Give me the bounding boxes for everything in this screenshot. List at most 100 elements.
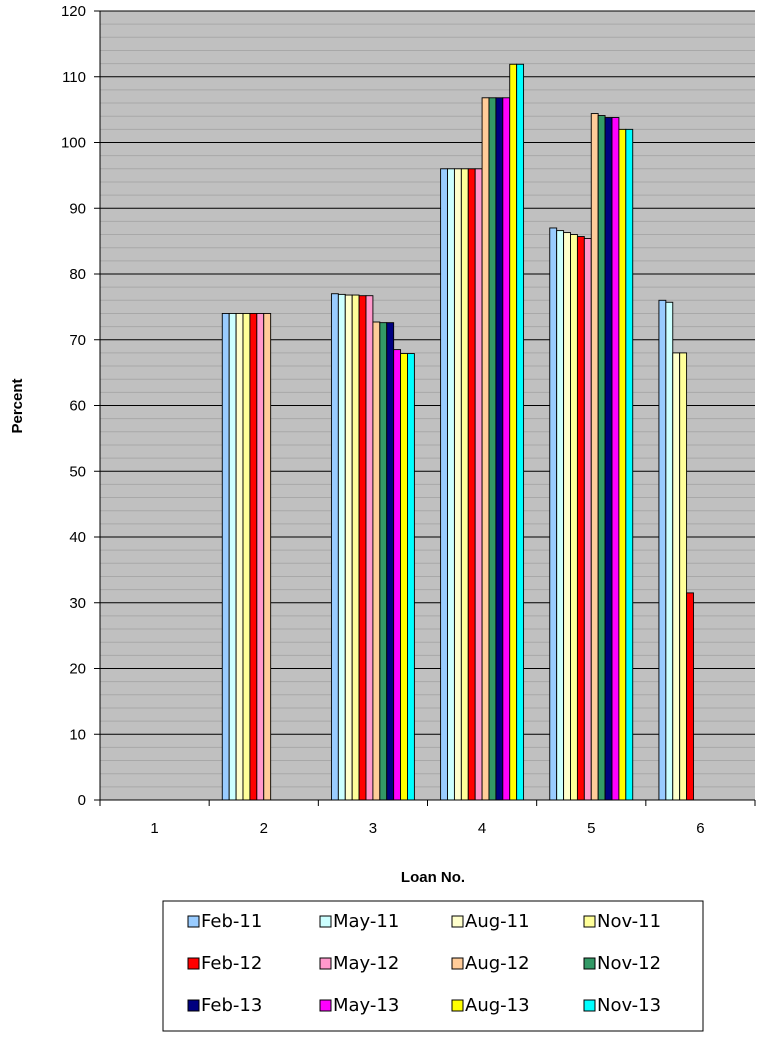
legend-swatch	[583, 957, 596, 970]
bar-feb-12-loan-5	[576, 236, 585, 801]
legend-swatch	[451, 915, 464, 928]
bar-may-13-loan-5	[611, 117, 620, 801]
legend-label: Feb-11	[201, 911, 262, 932]
bar-may-11-loan-6	[665, 301, 674, 801]
bar-nov-11-loan-6	[679, 352, 688, 801]
y-tick-label: 90	[69, 200, 86, 217]
bar-nov-11-loan-4	[460, 168, 469, 801]
legend: Feb-11 May-11 Aug-11 Nov-11 Feb-12 May-12 Aug-…	[162, 900, 704, 1032]
bar-feb-12-loan-2	[249, 313, 258, 801]
y-tick-label: 110	[62, 69, 86, 86]
y-axis: 0 10 20 30 40 50 60 70 80 90 100 110 120	[61, 3, 101, 809]
y-tick-label: 70	[69, 332, 86, 349]
bar-aug-13-loan-4	[509, 63, 518, 801]
legend-label: May-12	[333, 953, 399, 974]
legend-label: Feb-13	[201, 995, 262, 1016]
y-tick-label: 0	[78, 792, 86, 809]
y-tick-label: 10	[69, 726, 86, 743]
legend-label: Nov-11	[597, 911, 661, 932]
bar-nov-13-loan-5	[625, 128, 634, 801]
x-tick-label: 1	[150, 820, 158, 837]
bar-feb-11-loan-2	[221, 313, 230, 801]
bar-nov-12-loan-3	[379, 322, 388, 801]
bar-nov-11-loan-2	[242, 313, 251, 801]
legend-swatch	[583, 999, 596, 1012]
bar-aug-12-loan-2	[263, 313, 272, 801]
legend-swatch	[319, 957, 332, 970]
y-axis-title: Percent	[9, 378, 26, 433]
bar-nov-12-loan-4	[488, 97, 497, 801]
bar-aug-11-loan-5	[563, 232, 571, 801]
bar-may-12-loan-4	[474, 168, 483, 801]
legend-swatch	[187, 915, 200, 928]
bar-aug-11-loan-4	[453, 168, 462, 801]
bar-aug-11-loan-3	[344, 294, 353, 801]
x-tick-label: 4	[478, 820, 486, 837]
legend-swatch	[319, 915, 332, 928]
bar-feb-13-loan-4	[495, 97, 504, 801]
bar-may-12-loan-2	[256, 313, 265, 801]
bar-nov-13-loan-3	[407, 353, 415, 801]
bar-aug-11-loan-2	[235, 313, 244, 801]
bar-feb-11-loan-4	[440, 168, 448, 801]
bar-nov-12-loan-5	[597, 115, 606, 801]
y-tick-label: 100	[61, 135, 86, 152]
bar-feb-13-loan-5	[604, 117, 613, 801]
bar-aug-13-loan-5	[618, 128, 627, 801]
bar-aug-12-loan-4	[481, 97, 490, 801]
bar-feb-12-loan-6	[686, 592, 694, 801]
legend-swatch	[319, 999, 332, 1012]
legend-label: Aug-11	[465, 911, 530, 932]
bar-feb-12-loan-4	[467, 168, 476, 801]
bar-feb-12-loan-3	[358, 295, 367, 801]
bar-may-13-loan-4	[502, 97, 511, 801]
x-tick-label: 2	[260, 820, 268, 837]
legend-label: May-11	[333, 911, 399, 932]
bar-aug-12-loan-5	[590, 113, 599, 801]
bar-feb-11-loan-6	[658, 299, 667, 801]
bar-feb-11-loan-3	[330, 293, 339, 801]
y-tick-label: 20	[69, 661, 86, 678]
bar-nov-11-loan-3	[351, 294, 360, 801]
bar-feb-11-loan-5	[549, 227, 558, 801]
y-tick-label: 60	[69, 398, 86, 415]
legend-label: Aug-13	[465, 995, 530, 1016]
y-tick-label: 40	[69, 529, 86, 546]
bar-may-11-loan-3	[337, 293, 346, 801]
y-tick-label: 80	[69, 266, 86, 283]
legend-label: Nov-12	[597, 953, 661, 974]
bar-may-11-loan-2	[228, 313, 237, 801]
legend-swatch	[187, 999, 200, 1012]
legend-swatch	[187, 957, 200, 970]
bars	[221, 63, 694, 801]
x-tick-label: 3	[369, 820, 377, 837]
bar-may-11-loan-4	[447, 168, 455, 801]
legend-swatch	[583, 915, 596, 928]
legend-swatch	[451, 999, 464, 1012]
legend-label: May-13	[333, 995, 399, 1016]
bar-nov-13-loan-4	[516, 63, 525, 801]
legend-label: Nov-13	[597, 995, 661, 1016]
bar-may-12-loan-3	[365, 295, 374, 801]
major-gridlines	[100, 10, 755, 801]
bar-nov-11-loan-5	[570, 234, 578, 801]
y-tick-label: 30	[69, 595, 86, 612]
minor-gridlines	[100, 23, 755, 788]
x-tick-label: 5	[587, 820, 595, 837]
legend-label: Aug-12	[465, 953, 530, 974]
bar-aug-13-loan-3	[400, 353, 408, 801]
y-tick-label: 50	[69, 463, 86, 480]
legend-box	[162, 900, 704, 1032]
x-axis-title: Loan No.	[401, 869, 465, 886]
bar-may-13-loan-3	[393, 349, 402, 801]
bar-may-12-loan-5	[583, 238, 592, 801]
legend-swatch	[451, 957, 464, 970]
x-tick-label: 6	[696, 820, 704, 837]
x-axis: 1 2 3 4 5 6	[99, 799, 756, 837]
bar-may-11-loan-5	[556, 230, 565, 801]
bar-feb-13-loan-3	[386, 322, 395, 801]
bar-aug-12-loan-3	[372, 321, 381, 801]
y-tick-label: 120	[61, 3, 86, 20]
legend-label: Feb-12	[201, 953, 262, 974]
